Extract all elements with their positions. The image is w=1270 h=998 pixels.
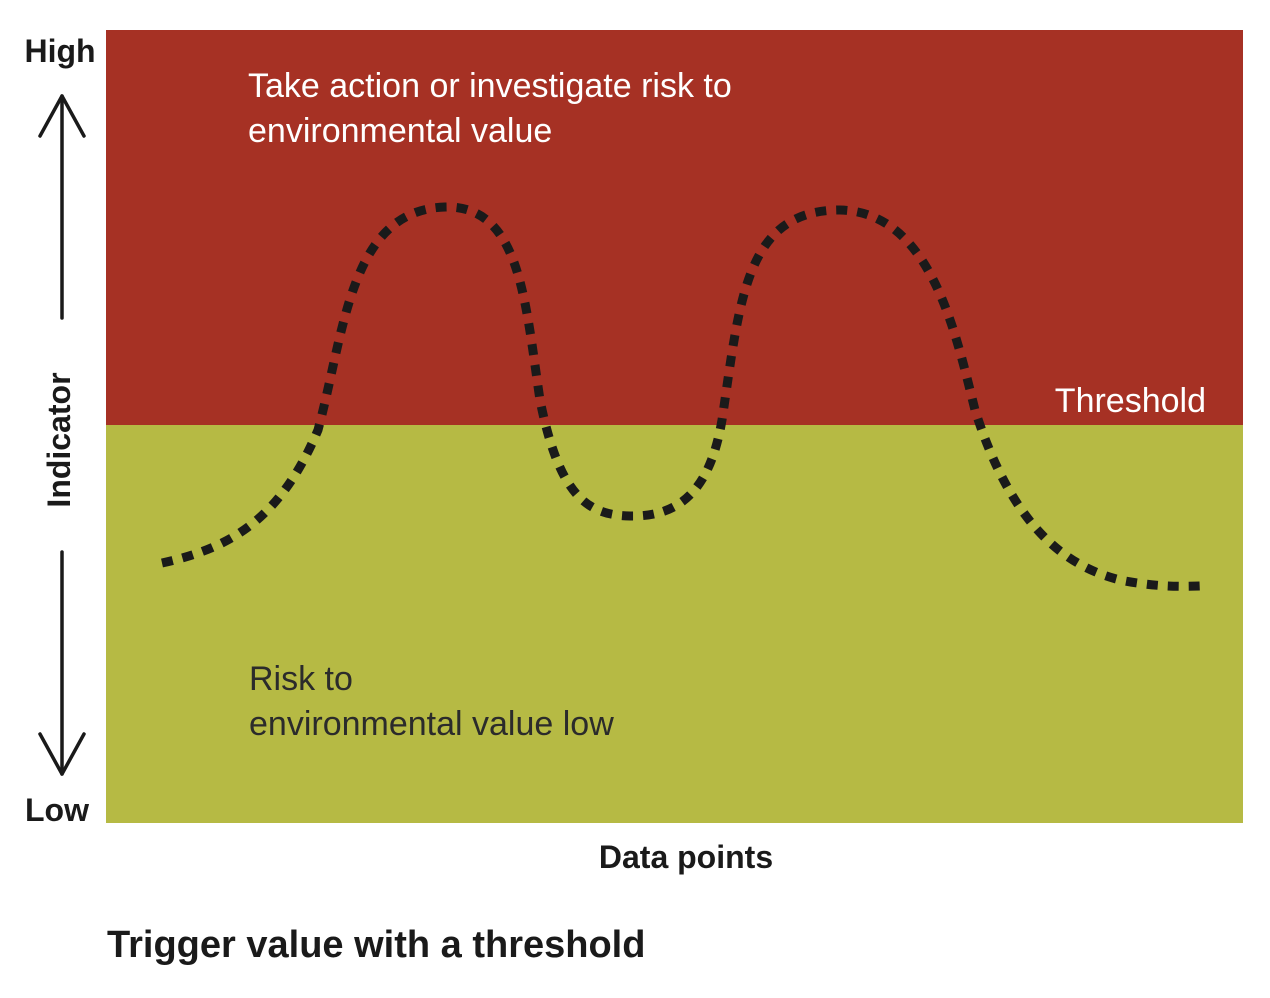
axis-high-label: High xyxy=(24,33,95,69)
threshold-label: Threshold xyxy=(1055,382,1206,420)
upper-zone-text-line1: Take action or investigate risk to xyxy=(248,67,732,105)
arrow-up-icon xyxy=(38,94,86,320)
upper-zone xyxy=(106,30,1243,425)
diagram-caption: Trigger value with a threshold xyxy=(107,924,646,966)
arrow-down-icon xyxy=(38,550,86,776)
upper-zone-text-line2: environmental value xyxy=(248,112,552,150)
lower-zone-text-line2: environmental value low xyxy=(249,705,614,743)
y-axis-label: Indicator xyxy=(41,372,77,507)
lower-zone xyxy=(106,425,1243,823)
lower-zone-text-line1: Risk to xyxy=(249,660,353,698)
indicator-curve xyxy=(161,202,1201,591)
axis-low-label: Low xyxy=(25,792,89,828)
x-axis-label: Data points xyxy=(599,839,773,875)
